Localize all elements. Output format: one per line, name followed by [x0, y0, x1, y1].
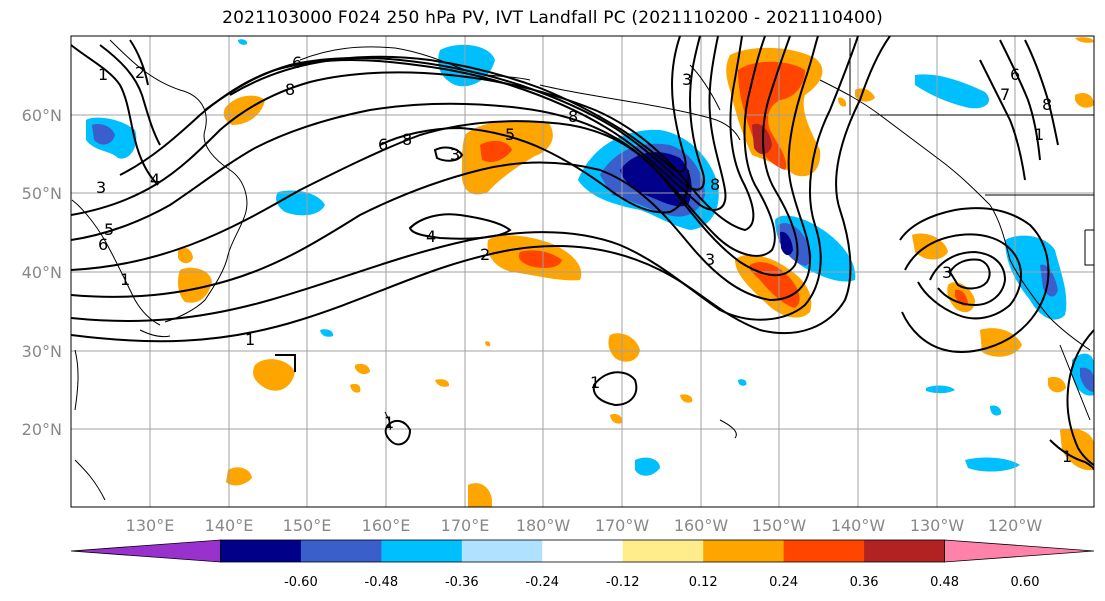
negative-anomaly-regions	[86, 39, 1094, 476]
colorbar-tick-label: 0.36	[850, 575, 879, 590]
map-title: 2021103000 F024 250 hPa PV, IVT Landfall…	[222, 8, 883, 28]
lon-label: 150°W	[752, 516, 807, 535]
colorbar-segment	[783, 540, 865, 562]
contour-label: 8	[568, 107, 578, 126]
contour-label: 8	[402, 130, 412, 149]
contour-label: 1	[245, 330, 255, 349]
colorbar-tick-label: -0.12	[606, 575, 640, 590]
colorbar-tick-label: 0.24	[769, 575, 798, 590]
contour-label: 3	[705, 250, 715, 269]
colorbar-tick-labels: -0.60 -0.48 -0.36 -0.24 -0.12 0.12 0.24 …	[284, 575, 1039, 590]
lon-label: 140°W	[831, 516, 886, 535]
colorbar-segment	[542, 540, 624, 562]
lat-label: 50°N	[22, 184, 62, 203]
pv-contours	[71, 36, 1094, 471]
colorbar-segment	[703, 540, 785, 562]
contour-label: 6	[378, 135, 388, 154]
contour-label: 6	[98, 235, 108, 254]
colorbar-tick-label: -0.60	[284, 575, 318, 590]
contour-label: 5	[104, 220, 114, 239]
colorbar-segment	[381, 540, 463, 562]
lon-label: 160°E	[362, 516, 411, 535]
lon-label: 170°W	[595, 516, 650, 535]
contour-label: 6	[292, 53, 302, 72]
colorbar-tick-label: -0.36	[445, 575, 479, 590]
lon-label: 150°E	[283, 516, 332, 535]
colorbar-tick-label: 0.60	[1011, 575, 1040, 590]
contour-label: 4	[426, 227, 436, 246]
colorbar-outline	[220, 539, 945, 563]
contour-label: 8	[285, 80, 295, 99]
longitude-axis: 130°E 140°E 150°E 160°E 170°E 180°W 170°…	[126, 516, 1043, 535]
contour-label: 8	[710, 175, 720, 194]
contour-label: 2	[480, 245, 490, 264]
contour-labels: 1 2 6 8 3 4 6 8 5 3 8 5 6 4 2 3 8 3 1 1 …	[96, 53, 1072, 466]
colorbar-segment	[864, 540, 946, 562]
colorbar-segment	[622, 540, 704, 562]
contour-label: 1	[120, 270, 130, 289]
lat-label: 30°N	[22, 342, 62, 361]
contour-label: 3	[942, 263, 952, 282]
shaded-anomalies	[86, 37, 1094, 507]
latitude-axis: 60°N 50°N 40°N 30°N 20°N	[22, 106, 62, 439]
contour-label: 3	[96, 178, 106, 197]
coastlines	[71, 38, 1094, 501]
map-frame	[70, 35, 1095, 508]
lon-label: 130°W	[910, 516, 965, 535]
contour-label: 1	[1062, 447, 1072, 466]
colorbar-tick-label: 0.12	[689, 575, 718, 590]
contour-label: 2	[135, 63, 145, 82]
lon-label: 180°W	[516, 516, 571, 535]
lon-label: 160°W	[674, 516, 729, 535]
colorbar-extension-min	[70, 539, 221, 563]
contour-label: 4	[150, 170, 160, 189]
contour-label: 5	[505, 125, 515, 144]
lon-label: 140°E	[205, 516, 254, 535]
contour-label: 7	[1000, 85, 1010, 104]
contour-label: 3	[450, 145, 460, 164]
lat-label: 40°N	[22, 263, 62, 282]
colorbar-segment	[461, 540, 543, 562]
lon-label: 170°E	[441, 516, 490, 535]
contour-label: 3	[682, 70, 692, 89]
colorbar-extension-max	[944, 539, 1095, 563]
colorbar	[70, 539, 1095, 563]
lon-label: 120°W	[988, 516, 1043, 535]
colorbar-tick-label: 0.48	[930, 575, 959, 590]
colorbar-segment	[220, 540, 302, 562]
contour-label: 8	[1042, 95, 1052, 114]
colorbar-tick-label: -0.24	[525, 575, 559, 590]
contour-label: 1	[384, 413, 394, 432]
lat-label: 20°N	[22, 420, 62, 439]
lat-label: 60°N	[22, 106, 62, 125]
contour-label: 1	[98, 65, 108, 84]
colorbar-segment	[300, 540, 382, 562]
lon-label: 130°E	[126, 516, 175, 535]
contour-label: 1	[1034, 125, 1044, 144]
contour-label: 1	[590, 373, 600, 392]
contour-label: 6	[1010, 65, 1020, 84]
colorbar-tick-label: -0.48	[365, 575, 399, 590]
